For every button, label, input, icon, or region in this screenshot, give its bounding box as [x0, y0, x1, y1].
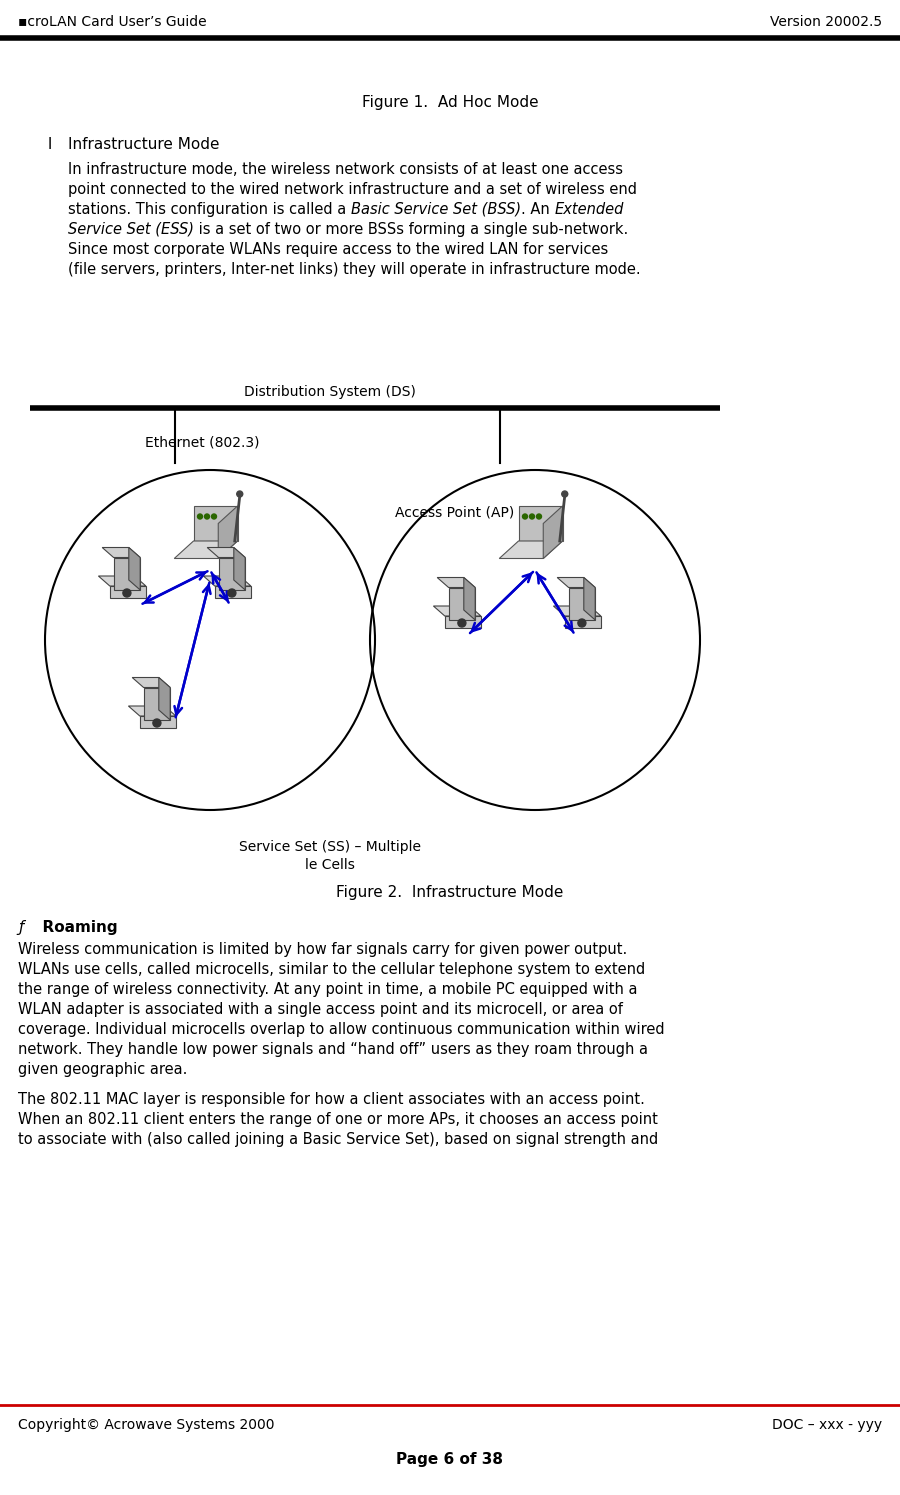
Text: When an 802.11 client enters the range of one or more APs, it chooses an access : When an 802.11 client enters the range o… [18, 1112, 658, 1127]
Polygon shape [557, 577, 595, 588]
Polygon shape [569, 588, 595, 620]
Polygon shape [110, 586, 146, 598]
Text: le Cells: le Cells [305, 858, 355, 872]
Circle shape [237, 490, 243, 496]
Text: The 802.11 MAC layer is responsible for how a client associates with an access p: The 802.11 MAC layer is responsible for … [18, 1091, 645, 1106]
Circle shape [197, 514, 202, 519]
Text: ƒ: ƒ [18, 919, 23, 934]
Circle shape [153, 719, 161, 727]
Polygon shape [464, 577, 475, 620]
Text: Ethernet (802.3): Ethernet (802.3) [145, 435, 259, 448]
Text: Page 6 of 38: Page 6 of 38 [397, 1452, 503, 1467]
Polygon shape [554, 605, 601, 616]
Polygon shape [175, 541, 238, 559]
Text: the range of wireless connectivity. At any point in time, a mobile PC equipped w: the range of wireless connectivity. At a… [18, 982, 637, 997]
Text: Figure 1.  Ad Hoc Mode: Figure 1. Ad Hoc Mode [362, 96, 538, 111]
Text: coverage. Individual microcells overlap to allow continuous communication within: coverage. Individual microcells overlap … [18, 1023, 664, 1038]
Circle shape [228, 589, 236, 597]
Circle shape [529, 514, 535, 519]
Text: Infrastructure Mode: Infrastructure Mode [68, 138, 220, 152]
Polygon shape [129, 547, 140, 591]
Text: given geographic area.: given geographic area. [18, 1061, 187, 1076]
Circle shape [204, 514, 210, 519]
Polygon shape [140, 716, 176, 728]
Text: to associate with (also called joining a Basic Service Set), based on signal str: to associate with (also called joining a… [18, 1132, 658, 1147]
Polygon shape [219, 558, 245, 591]
Circle shape [562, 490, 568, 496]
Text: Distribution System (DS): Distribution System (DS) [244, 386, 416, 399]
Polygon shape [448, 588, 475, 620]
Polygon shape [500, 541, 562, 559]
Circle shape [458, 619, 466, 626]
Text: DOC – xxx - yyy: DOC – xxx - yyy [772, 1417, 882, 1432]
Text: Service Set (ESS): Service Set (ESS) [68, 221, 194, 238]
Circle shape [523, 514, 527, 519]
Text: (file servers, printers, Inter-net links) they will operate in infrastructure mo: (file servers, printers, Inter-net links… [68, 262, 641, 277]
Polygon shape [194, 505, 238, 541]
Polygon shape [144, 688, 170, 721]
Polygon shape [129, 706, 176, 716]
Text: stations. This configuration is called a: stations. This configuration is called a [68, 202, 351, 217]
Text: Version 20002.5: Version 20002.5 [770, 15, 882, 28]
Text: Roaming: Roaming [32, 919, 118, 934]
Circle shape [578, 619, 586, 626]
Text: Extended: Extended [554, 202, 624, 217]
Text: WLAN adapter is associated with a single access point and its microcell, or area: WLAN adapter is associated with a single… [18, 1002, 623, 1017]
Polygon shape [565, 616, 601, 628]
Polygon shape [103, 547, 140, 558]
Polygon shape [98, 576, 146, 586]
Text: Since most corporate WLANs require access to the wired LAN for services: Since most corporate WLANs require acces… [68, 242, 608, 257]
Circle shape [536, 514, 542, 519]
Polygon shape [445, 616, 481, 628]
Text: Copyright© Acrowave Systems 2000: Copyright© Acrowave Systems 2000 [18, 1417, 274, 1432]
Polygon shape [584, 577, 595, 620]
Polygon shape [218, 505, 238, 559]
Polygon shape [544, 505, 562, 559]
Text: Basic Service Set (BSS): Basic Service Set (BSS) [351, 202, 521, 217]
Polygon shape [203, 576, 251, 586]
Polygon shape [215, 586, 251, 598]
Polygon shape [132, 677, 170, 688]
Text: Access Point (AP): Access Point (AP) [395, 505, 514, 519]
Text: l: l [48, 138, 52, 152]
Text: WLANs use cells, called microcells, similar to the cellular telephone system to : WLANs use cells, called microcells, simi… [18, 961, 645, 978]
Polygon shape [158, 677, 170, 721]
Text: Wireless communication is limited by how far signals carry for given power outpu: Wireless communication is limited by how… [18, 942, 627, 957]
Text: In infrastructure mode, the wireless network consists of at least one access: In infrastructure mode, the wireless net… [68, 161, 623, 176]
Text: Figure 2.  Infrastructure Mode: Figure 2. Infrastructure Mode [337, 885, 563, 900]
Text: . An: . An [521, 202, 554, 217]
Circle shape [123, 589, 130, 597]
Polygon shape [234, 547, 245, 591]
Polygon shape [437, 577, 475, 588]
Polygon shape [113, 558, 140, 591]
Text: is a set of two or more BSSs forming a single sub-network.: is a set of two or more BSSs forming a s… [194, 221, 628, 238]
Text: Service Set (SS) – Multiple: Service Set (SS) – Multiple [239, 840, 421, 854]
Circle shape [212, 514, 217, 519]
Text: network. They handle low power signals and “hand off” users as they roam through: network. They handle low power signals a… [18, 1042, 648, 1057]
Text: point connected to the wired network infrastructure and a set of wireless end: point connected to the wired network inf… [68, 182, 637, 197]
Polygon shape [518, 505, 562, 541]
Text: ▪croLAN Card User’s Guide: ▪croLAN Card User’s Guide [18, 15, 207, 28]
Polygon shape [434, 605, 481, 616]
Polygon shape [207, 547, 245, 558]
